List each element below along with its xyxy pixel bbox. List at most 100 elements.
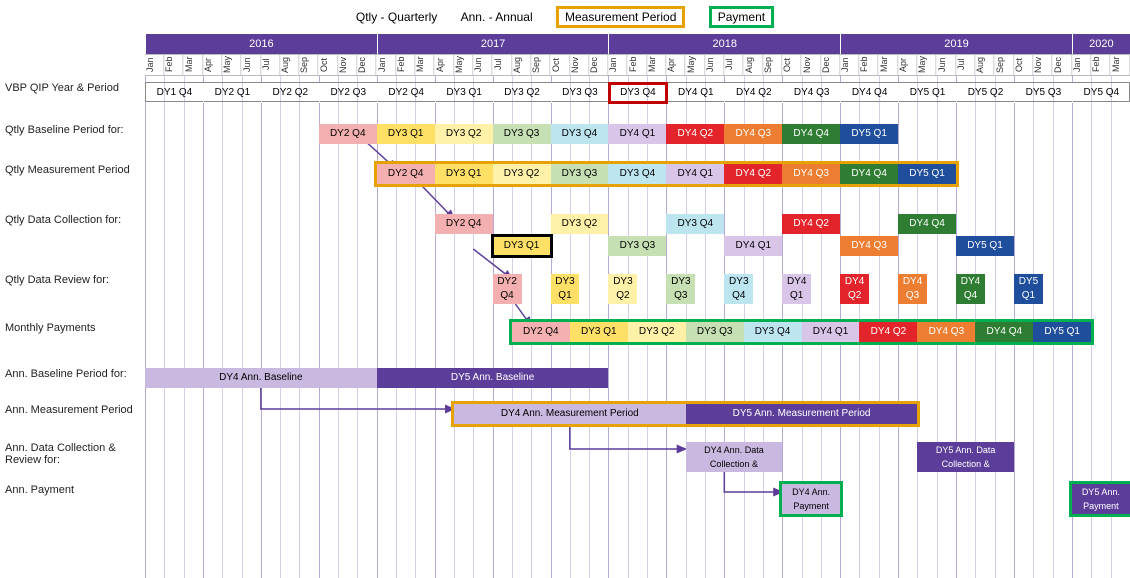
track-qmeasure: DY2 Q4DY3 Q1DY3 Q2DY3 Q3DY3 Q4DY4 Q1DY4 … xyxy=(145,164,1130,188)
cell-DY3Q3: DY3 Q3 xyxy=(686,322,744,342)
cell-DY3Q4: DY3 Q4 xyxy=(608,164,666,184)
month-header: Mar xyxy=(184,55,203,75)
month-header: Oct xyxy=(319,55,338,75)
cell-DY4Q4: DY4 Q4 xyxy=(840,164,898,184)
cell-DY4Q3: DY4 Q3 xyxy=(782,164,840,184)
cell-DY3Q3: DY3 Q3 xyxy=(608,236,666,256)
vbp-quarter: DY4 Q1 xyxy=(667,83,725,103)
cell-DY4Q3: DY4 Q3 xyxy=(724,124,782,144)
month-header: Jan xyxy=(377,55,396,75)
month-header: May xyxy=(686,55,705,75)
cell-DY3Q2: DY3 Q2 xyxy=(435,124,493,144)
vbp-quarter: DY2 Q4 xyxy=(378,83,436,103)
row-label-adatacoll: Ann. Data Collection & Review for: xyxy=(5,442,145,466)
track-abaseline: DY4 Ann. BaselineDY5 Ann. Baseline xyxy=(145,368,1130,390)
month-header: Jan xyxy=(145,55,164,75)
track-adatacoll: DY4 Ann. Data Collection &DY5 Ann. Data … xyxy=(145,442,1130,472)
vbp-quarter: DY5 Q2 xyxy=(957,83,1015,103)
month-header: Jun xyxy=(937,55,956,75)
cell-DY4Q4: DY4Q4 xyxy=(956,274,985,304)
row-label-qbaseline: Qtly Baseline Period for: xyxy=(5,124,145,136)
cell-DY4Q2: DY4 Q2 xyxy=(782,214,840,234)
ann-bar: DY5 Ann. Measurement Period xyxy=(686,404,918,424)
row-label-ameasure: Ann. Measurement Period xyxy=(5,404,145,416)
cell-DY3Q1: DY3 Q1 xyxy=(493,236,551,256)
track-qpay: DY2 Q4DY3 Q1DY3 Q2DY3 Q3DY3 Q4DY4 Q1DY4 … xyxy=(145,322,1130,346)
cell-DY4Q4: DY4 Q4 xyxy=(782,124,840,144)
month-header: Jul xyxy=(724,55,743,75)
cell-DY5Q1: DY5 Q1 xyxy=(1033,322,1091,342)
month-header: Feb xyxy=(1091,55,1110,75)
month-header: Jan xyxy=(840,55,859,75)
year-header-2019: 2019 xyxy=(840,34,1072,54)
ann-bar: DY4 Ann. Measurement Period xyxy=(454,404,686,424)
cell-DY5Q1: DY5 Q1 xyxy=(840,124,898,144)
cell-DY3Q4: DY3 Q4 xyxy=(551,124,609,144)
cell-DY2Q4: DY2 Q4 xyxy=(377,164,435,184)
month-header: Feb xyxy=(859,55,878,75)
month-header: Sep xyxy=(531,55,550,75)
row-label-abaseline: Ann. Baseline Period for: xyxy=(5,368,145,380)
legend-measurement: Measurement Period xyxy=(556,6,685,28)
track-qreview: DY2Q4DY3Q1DY3Q2DY3Q3DY3Q4DY4Q1DY4Q2DY4Q3… xyxy=(145,274,1130,304)
cell-DY2Q4: DY2 Q4 xyxy=(435,214,493,234)
ann-bar: DY4 Ann. Baseline xyxy=(145,368,377,388)
vbp-quarter: DY4 Q2 xyxy=(725,83,783,103)
year-header-2016: 2016 xyxy=(145,34,377,54)
month-header: Jan xyxy=(608,55,627,75)
ann-bar: DY5 Ann. Payment xyxy=(1072,484,1130,514)
month-header: Jun xyxy=(705,55,724,75)
cell-DY4Q1: DY4 Q1 xyxy=(724,236,782,256)
month-header: Aug xyxy=(744,55,763,75)
track-ameasure: DY4 Ann. Measurement PeriodDY5 Ann. Meas… xyxy=(145,404,1130,428)
row-label-qdatacoll: Qtly Data Collection for: xyxy=(5,214,145,226)
cell-DY4Q1: DY4Q1 xyxy=(782,274,811,304)
month-header: Nov xyxy=(1033,55,1052,75)
vbp-quarter: DY5 Q4 xyxy=(1073,83,1130,103)
month-header: Sep xyxy=(299,55,318,75)
track-qdatacoll: DY2 Q4DY3 Q1DY3 Q2DY3 Q3DY3 Q4DY4 Q1DY4 … xyxy=(145,214,1130,258)
month-header: Sep xyxy=(763,55,782,75)
vbp-quarter: DY2 Q1 xyxy=(204,83,262,103)
cell-DY3Q1: DY3 Q1 xyxy=(570,322,628,342)
cell-DY2Q4: DY2 Q4 xyxy=(512,322,570,342)
month-header: Jul xyxy=(493,55,512,75)
cell-DY3Q4: DY3 Q4 xyxy=(744,322,802,342)
vbp-quarter: DY5 Q1 xyxy=(899,83,957,103)
cell-DY4Q1: DY4 Q1 xyxy=(666,164,724,184)
vbp-quarter: DY5 Q3 xyxy=(1015,83,1073,103)
month-header: Dec xyxy=(589,55,608,75)
vbp-quarter: DY3 Q2 xyxy=(494,83,552,103)
vbp-quarter: DY3 Q3 xyxy=(552,83,610,103)
cell-DY4Q2: DY4Q2 xyxy=(840,274,869,304)
year-header-2020: 2020 xyxy=(1072,34,1130,54)
ann-bar: DY4 Ann. Data Collection & xyxy=(686,442,783,472)
cell-DY4Q2: DY4 Q2 xyxy=(666,124,724,144)
month-header: Oct xyxy=(1014,55,1033,75)
cell-DY3Q3: DY3Q3 xyxy=(666,274,695,304)
month-header: Sep xyxy=(995,55,1014,75)
vbp-quarter: DY1 Q4 xyxy=(146,83,204,103)
month-header: Jun xyxy=(473,55,492,75)
cell-DY4Q4: DY4 Q4 xyxy=(898,214,956,234)
year-header-2018: 2018 xyxy=(608,34,840,54)
month-header: Dec xyxy=(1053,55,1072,75)
month-header: May xyxy=(454,55,473,75)
cell-DY2Q4: DY2Q4 xyxy=(493,274,522,304)
legend-payment: Payment xyxy=(709,6,774,28)
row-label-qmeasure: Qtly Measurement Period xyxy=(5,164,145,176)
cell-DY4Q4: DY4 Q4 xyxy=(975,322,1033,342)
vbp-quarter: DY3 Q1 xyxy=(436,83,494,103)
cell-DY3Q2: DY3 Q2 xyxy=(551,214,609,234)
cell-DY3Q4: DY3Q4 xyxy=(724,274,753,304)
month-header: Nov xyxy=(802,55,821,75)
row-label-qpay: Monthly Payments xyxy=(5,322,145,334)
month-header: May xyxy=(222,55,241,75)
month-header: Apr xyxy=(203,55,222,75)
vbp-quarter: DY4 Q3 xyxy=(783,83,841,103)
vbp-quarter: DY2 Q2 xyxy=(262,83,320,103)
track-qbaseline: DY2 Q4DY3 Q1DY3 Q2DY3 Q3DY3 Q4DY4 Q1DY4 … xyxy=(145,124,1130,146)
month-header: Nov xyxy=(338,55,357,75)
ann-bar: DY4 Ann. Payment xyxy=(782,484,840,514)
legend-qtly: Qtly - Quarterly xyxy=(356,10,437,24)
